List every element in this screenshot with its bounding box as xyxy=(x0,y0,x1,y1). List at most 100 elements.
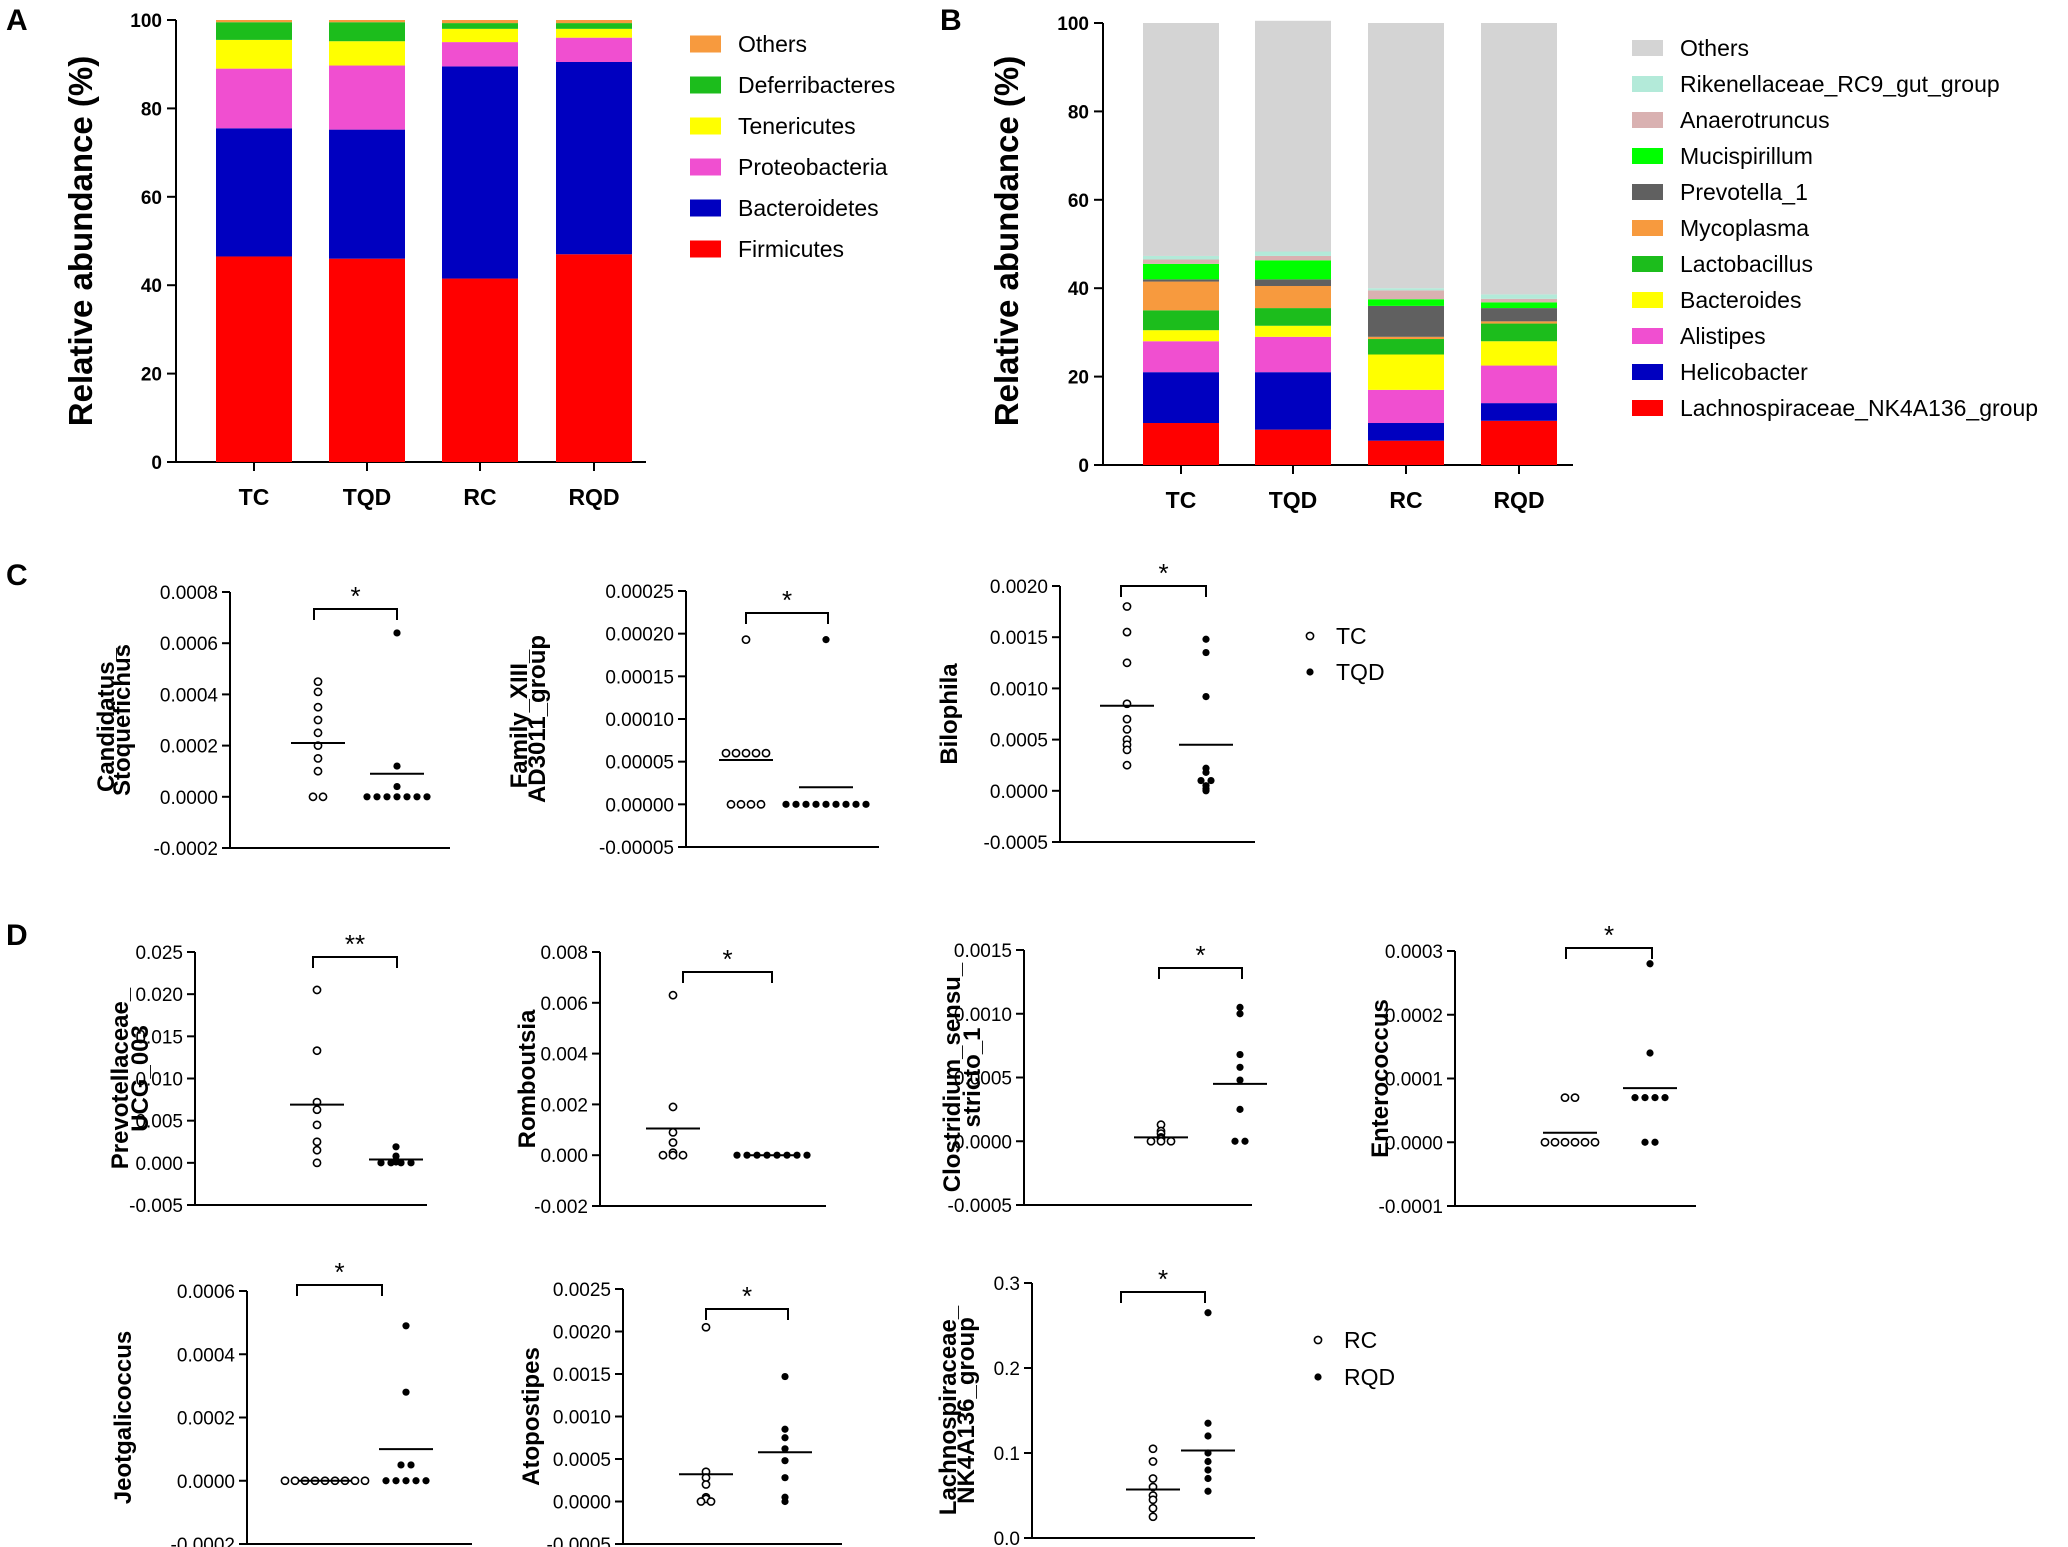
legend-label: Bacteroidetes xyxy=(738,195,879,221)
dot-plot-d3: 0.0015 0.0010 0.0005 0.0000 -0.0005 Clostridi… xyxy=(939,940,1267,1217)
data-point xyxy=(781,1434,789,1442)
bar-segment xyxy=(1255,336,1331,373)
bar-segment xyxy=(1368,299,1444,306)
data-point xyxy=(1197,776,1205,785)
y-tick-label: 0.00015 xyxy=(605,667,674,688)
data-point xyxy=(668,1127,678,1137)
data-point xyxy=(1202,692,1210,701)
data-point xyxy=(756,799,766,809)
y-tick-label: -0.0005 xyxy=(948,1196,1012,1217)
data-point xyxy=(1236,1050,1244,1059)
data-point xyxy=(377,1159,385,1167)
bar-segment xyxy=(216,128,292,257)
data-point xyxy=(1236,1076,1244,1084)
data-point xyxy=(393,782,401,791)
data-point xyxy=(781,1474,789,1482)
y-tick-label: 0.0000 xyxy=(177,1472,235,1493)
bar-segment xyxy=(442,42,518,67)
data-point xyxy=(1651,1094,1659,1102)
y-axis-label: Atopostipes xyxy=(518,1347,545,1486)
y-axis-label: Bilophila xyxy=(936,663,963,765)
bar-segment xyxy=(1368,305,1444,337)
dot-plot-d2: 0.008 0.006 0.004 0.002 0.000 -0.002 Romboutsi… xyxy=(514,943,826,1218)
legend-marker-filled xyxy=(1314,1373,1322,1381)
y-tick-label: 0.002 xyxy=(540,1095,588,1116)
data-point xyxy=(1122,627,1132,637)
y-tick-label: 0.00000 xyxy=(605,795,674,816)
y-tick-label: 0.2 xyxy=(994,1359,1020,1380)
legend-label: Mycoplasma xyxy=(1680,215,1809,241)
panel-label-c: C xyxy=(6,559,28,592)
bar-segment xyxy=(1368,339,1444,355)
bar-segment xyxy=(1143,23,1219,256)
data-point xyxy=(1207,776,1215,785)
legend-label: Alistipes xyxy=(1680,323,1766,349)
y-tick-label: -0.002 xyxy=(534,1197,588,1218)
y-tick-label: 0.000 xyxy=(540,1146,588,1167)
legend-label: Prevotella_1 xyxy=(1680,179,1808,205)
legend-label: Anaerotruncus xyxy=(1680,107,1830,133)
data-point xyxy=(402,1388,410,1396)
data-point xyxy=(407,1461,415,1469)
data-point xyxy=(1122,658,1132,668)
bar-segment xyxy=(1255,429,1331,465)
y-tick-label: 0.004 xyxy=(540,1045,588,1066)
data-point xyxy=(313,766,323,776)
y-tick-label: 0.0002 xyxy=(177,1409,235,1430)
data-point xyxy=(1202,635,1210,643)
bar-segment xyxy=(1368,389,1444,424)
y-tick-label: -0.00005 xyxy=(599,838,674,859)
bar-segment xyxy=(1143,310,1219,331)
y-tick-label: 0.0010 xyxy=(990,679,1048,700)
y-tick-label: 0 xyxy=(151,453,162,474)
y-tick-label: 0.00005 xyxy=(605,753,674,774)
y-tick-label: 0.0005 xyxy=(553,1450,611,1471)
y-tick-label: 0.0 xyxy=(994,1529,1020,1547)
data-point xyxy=(402,1322,410,1330)
data-point xyxy=(313,687,323,697)
y-tick-label: 0.1 xyxy=(994,1444,1020,1465)
data-point xyxy=(1641,1138,1649,1146)
bar-segment xyxy=(1481,302,1557,309)
y-axis-label: stricto_1 xyxy=(959,1027,986,1127)
bar-segment xyxy=(216,22,292,40)
bar-segment xyxy=(1255,279,1331,286)
y-tick-label: 0.0015 xyxy=(954,941,1012,962)
bar-segment xyxy=(556,37,632,62)
bar-segment xyxy=(1368,288,1444,291)
bar-segment xyxy=(1255,372,1331,430)
data-point xyxy=(1156,1136,1166,1146)
data-point xyxy=(313,754,323,763)
legend-label: Deferribacteres xyxy=(738,72,895,98)
data-point xyxy=(741,748,751,758)
data-point xyxy=(802,800,810,808)
data-point xyxy=(280,1476,290,1486)
data-point xyxy=(360,1476,370,1486)
y-tick-label: 0.0010 xyxy=(954,1005,1012,1026)
legend-genus: Others Rikenellaceae_RC9_gut_group Anaerot… xyxy=(1632,35,2038,421)
dot-plot-d6: 0.0025 0.0020 0.0015 0.0010 0.0005 0.0000 -0.0… xyxy=(518,1280,842,1547)
data-point xyxy=(313,728,323,738)
data-point xyxy=(842,800,850,808)
y-tick-label: 0.000 xyxy=(135,1154,183,1175)
data-point xyxy=(731,748,741,758)
bar-segment xyxy=(1368,23,1444,289)
legend-label: Rikenellaceae_RC9_gut_group xyxy=(1680,71,2000,97)
data-point xyxy=(706,1497,716,1506)
y-tick-label: 0.0008 xyxy=(160,583,218,604)
y-tick-label: 0.0002 xyxy=(1385,1006,1443,1027)
data-point xyxy=(1204,1309,1212,1317)
data-point xyxy=(397,1461,405,1469)
y-axis-label: Candidatus_ xyxy=(93,647,120,792)
data-point xyxy=(1646,1049,1654,1057)
significance-bracket xyxy=(745,612,829,624)
significance-marker: * xyxy=(1158,558,1168,588)
scatter-plots: 0.0008 0.0006 0.0004 0.0002 0.0000 -0.0002 Can… xyxy=(93,558,1696,1547)
x-category-label: RC xyxy=(463,484,496,510)
data-point xyxy=(726,799,736,809)
y-tick-label: 0.0005 xyxy=(954,1069,1012,1090)
bar-segment xyxy=(1143,255,1219,260)
bar-segment xyxy=(442,23,518,29)
data-point xyxy=(1580,1137,1590,1147)
data-point xyxy=(781,1445,789,1453)
